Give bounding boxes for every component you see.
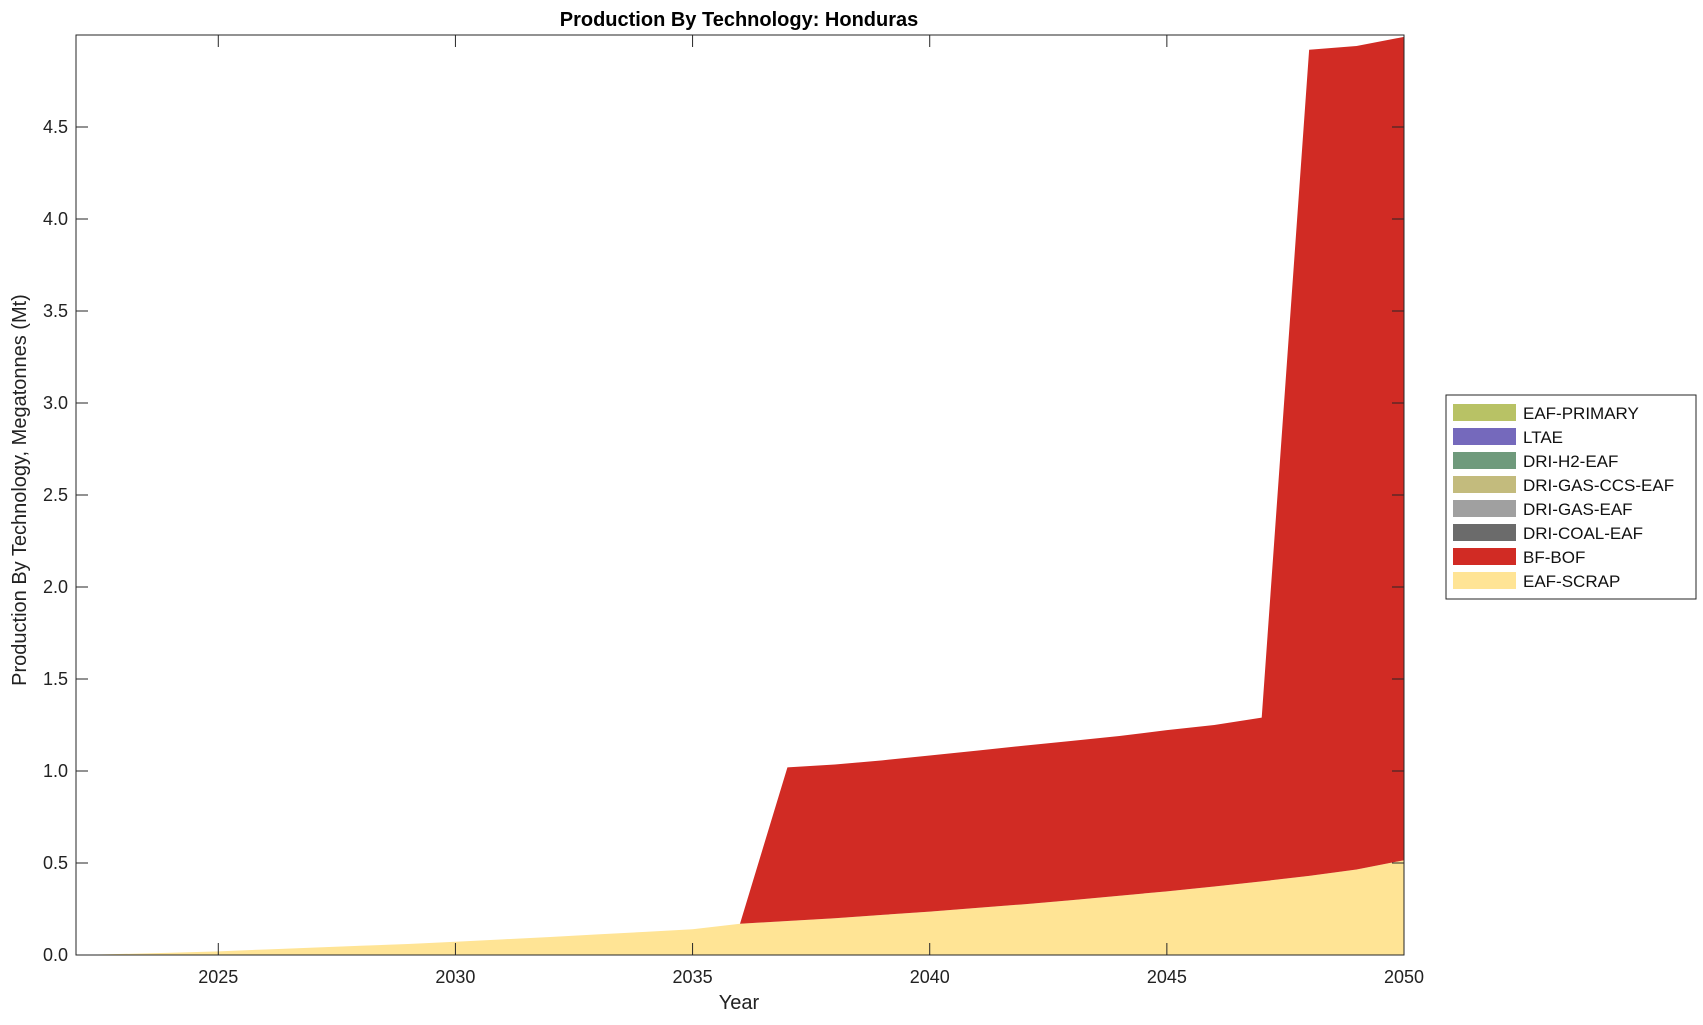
y-tick-label: 1.0: [43, 761, 68, 781]
y-tick-label: 4.0: [43, 209, 68, 229]
y-tick-label: 4.5: [43, 117, 68, 137]
legend-label-eaf-primary: EAF-PRIMARY: [1523, 404, 1639, 423]
y-tick-label: 0.5: [43, 853, 68, 873]
x-axis-label: Year: [719, 992, 760, 1014]
chart-title: Production By Technology: Honduras: [560, 9, 919, 31]
x-tick-label: 2030: [435, 967, 475, 987]
legend-swatch-ltae: [1453, 428, 1516, 445]
legend-swatch-bf-bof: [1453, 548, 1516, 565]
y-tick-label: 3.0: [43, 393, 68, 413]
x-tick-label: 2035: [673, 967, 713, 987]
legend-box: [1445, 394, 1697, 600]
legend-swatch-dri-gas-ccs-eaf: [1453, 476, 1516, 493]
x-tick-label: 2050: [1384, 967, 1424, 987]
y-axis-label: Production By Technology, Megatonnes (Mt…: [9, 294, 31, 686]
x-tick-label: 2040: [910, 967, 950, 987]
legend-label-dri-gas-ccs-eaf: DRI-GAS-CCS-EAF: [1523, 476, 1674, 495]
legend-swatch-eaf-scrap: [1453, 572, 1516, 589]
legend-label-bf-bof: BF-BOF: [1523, 548, 1585, 567]
legend: EAF-PRIMARY LTAE DRI-H2-EAF DRI-GAS-CCS-EAF…: [1445, 394, 1697, 600]
y-tick-label: 3.5: [43, 301, 68, 321]
legend-swatch-eaf-primary: [1453, 404, 1516, 421]
y-tick-label: 0.0: [43, 945, 68, 965]
legend-label-dri-gas-eaf: DRI-GAS-EAF: [1523, 500, 1633, 519]
legend-swatch-dri-coal-eaf: [1453, 524, 1516, 541]
y-tick-label: 2.0: [43, 577, 68, 597]
legend-swatch-dri-gas-eaf: [1453, 500, 1516, 517]
area-series-bf-bof: [76, 36, 1404, 955]
plot-area: 2025 2030 2035 2040 2045 2050 0.0 0.5 1.0 1.5 2.0 2…: [43, 34, 1424, 987]
legend-label-dri-coal-eaf: DRI-COAL-EAF: [1523, 524, 1643, 543]
area-series-eaf-scrap: [76, 860, 1404, 955]
legend-swatch-dri-h2-eaf: [1453, 452, 1516, 469]
y-tick-label: 1.5: [43, 669, 68, 689]
x-tick-label: 2025: [198, 967, 238, 987]
legend-label-eaf-scrap: EAF-SCRAP: [1523, 572, 1620, 591]
y-tick-label: 2.5: [43, 485, 68, 505]
legend-label-ltae: LTAE: [1523, 428, 1563, 447]
legend-label-dri-h2-eaf: DRI-H2-EAF: [1523, 452, 1618, 471]
x-tick-label: 2045: [1147, 967, 1187, 987]
